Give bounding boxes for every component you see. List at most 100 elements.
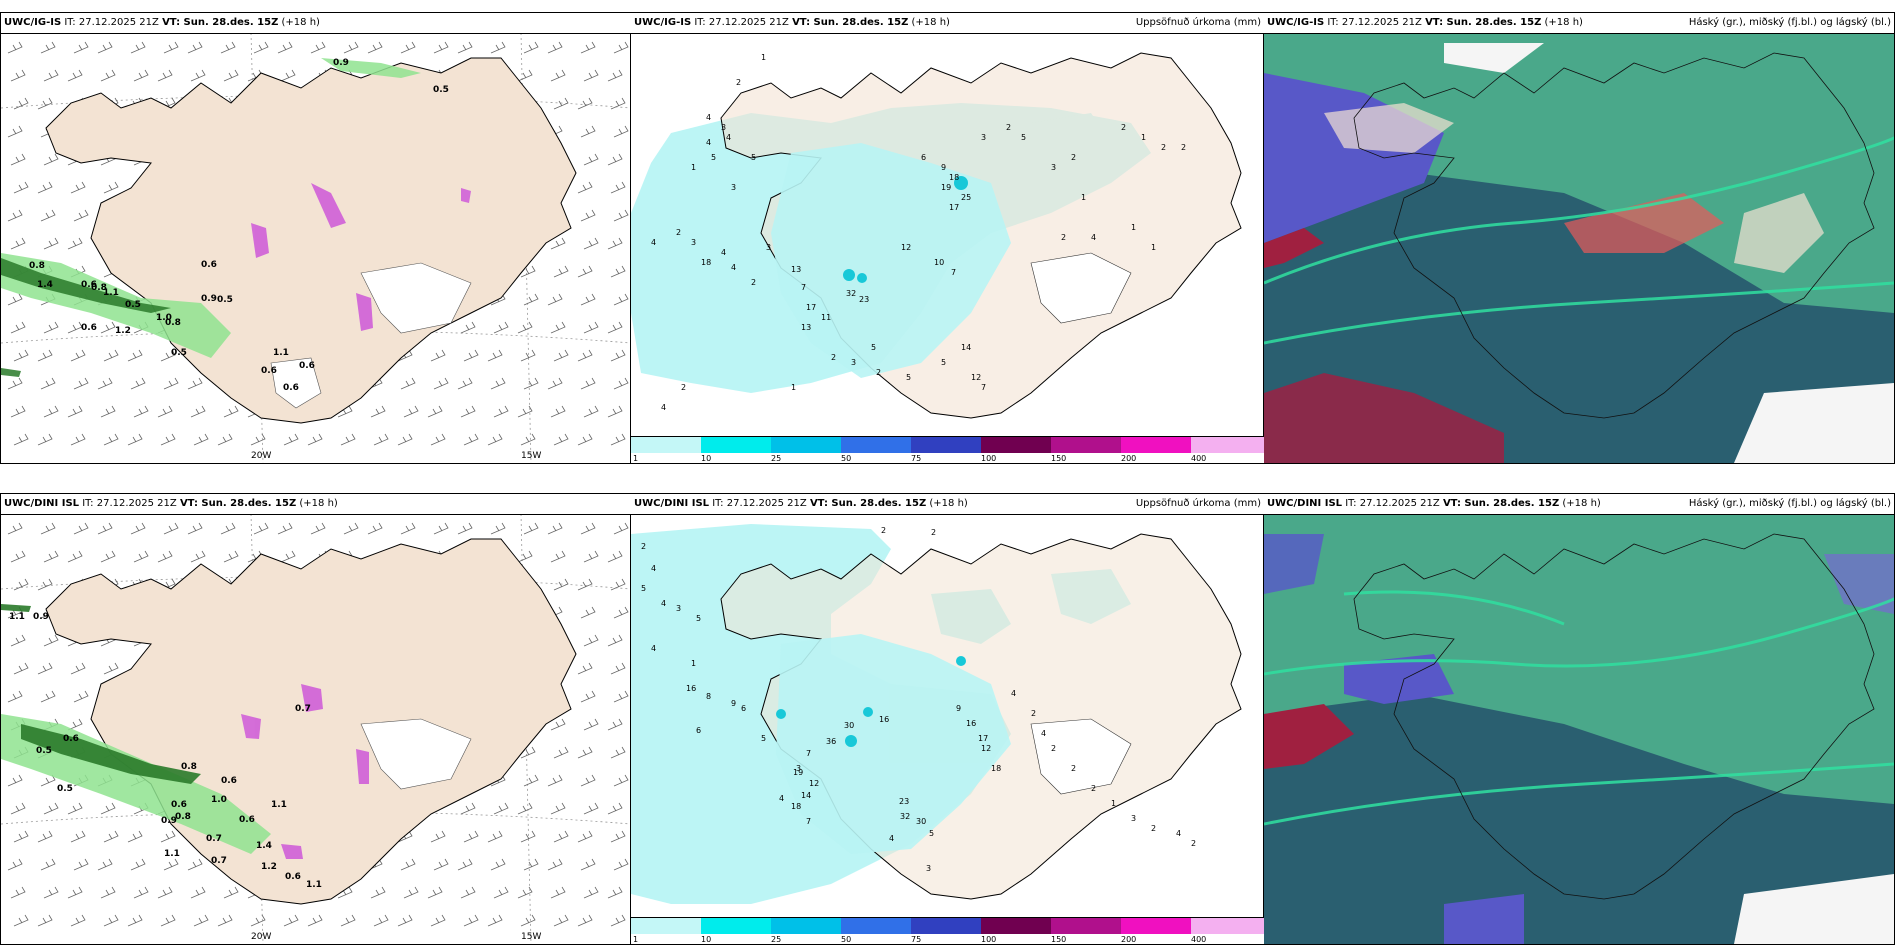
precip-value-label: 1 xyxy=(1081,193,1087,202)
wind-barb xyxy=(580,293,596,306)
wind-barb xyxy=(553,746,569,759)
precip-value-label: 4 xyxy=(779,794,785,803)
colorbar-swatch xyxy=(911,918,982,934)
wind-barb xyxy=(37,349,53,362)
precip-value-label: 4 xyxy=(651,644,657,653)
lon-label: 20W xyxy=(251,451,271,461)
wind-barb xyxy=(190,405,206,418)
wind-barb xyxy=(487,914,503,927)
wind-barb xyxy=(547,41,563,54)
wind-value-label: 0.9 xyxy=(201,294,217,304)
colorbar-tick: 10 xyxy=(701,935,712,944)
precip-value-label: 2 xyxy=(1091,784,1097,793)
wind-barb xyxy=(37,914,53,927)
wind-barb xyxy=(283,433,299,446)
wind-barb xyxy=(43,550,59,563)
wind-barb xyxy=(307,914,323,927)
wind-barb xyxy=(13,181,29,194)
wind-barb xyxy=(10,69,26,82)
wind-value-label: 0.9 xyxy=(33,612,49,622)
wind-barb xyxy=(10,550,26,563)
wind-barb xyxy=(520,914,536,927)
wind-barb xyxy=(310,41,326,54)
wind-barb xyxy=(73,209,89,222)
precip-value-label: 3 xyxy=(691,238,697,247)
wind-barb xyxy=(253,522,269,535)
wind-barb xyxy=(430,349,446,362)
wind-barb xyxy=(250,914,266,927)
precip-value-label: 2 xyxy=(931,528,937,537)
wind-barb xyxy=(460,405,476,418)
wind-barb xyxy=(550,405,566,418)
wind-barb xyxy=(553,433,569,446)
precip-value-label: 13 xyxy=(791,265,802,274)
precip-value-label: 6 xyxy=(741,704,747,713)
wind-barb xyxy=(577,265,593,278)
wind-barb xyxy=(67,69,83,82)
wind-barb xyxy=(73,522,89,535)
wind-barb xyxy=(400,858,416,871)
wind-barb xyxy=(583,321,599,334)
wind-value-label: 1.1 xyxy=(164,849,180,859)
wind-barb xyxy=(580,774,596,787)
wind-barb xyxy=(553,349,569,362)
precip-value-label: 5 xyxy=(641,584,647,593)
wind-value-label: 0.6 xyxy=(239,815,255,825)
precip-colorbar: 1 10 25 50 75 100 150 200 400 xyxy=(631,917,1264,944)
wind-barb xyxy=(577,433,593,446)
precip-value-label: 4 xyxy=(726,133,732,142)
wind-value-label: 0.6 xyxy=(261,366,277,376)
precip-value-label: 25 xyxy=(961,193,972,202)
wind-barb xyxy=(43,802,59,815)
wind-barb xyxy=(10,321,26,334)
wind-barb xyxy=(10,886,26,899)
lead-time: (+18 h) xyxy=(1562,498,1601,509)
precip-value-label: 17 xyxy=(949,203,960,212)
wind-barb xyxy=(433,377,449,390)
precip-value-label: 12 xyxy=(809,779,820,788)
it-value: 27.12.2025 21Z xyxy=(96,498,177,509)
wind-barb xyxy=(67,718,83,731)
wind-barb xyxy=(37,433,53,446)
wind-barb xyxy=(550,321,566,334)
colorbar-swatch xyxy=(1121,437,1192,453)
wind-barb xyxy=(7,774,23,787)
wind-barb xyxy=(103,830,119,843)
wind-barb xyxy=(97,377,113,390)
colorbar-tick: 400 xyxy=(1191,454,1207,463)
vt-label: VT: Sun. 28.des. 15Z xyxy=(792,17,909,28)
wind-barb xyxy=(43,886,59,899)
wind-barb xyxy=(163,858,179,871)
wind-barb xyxy=(130,377,146,390)
vt-label: VT: Sun. 28.des. 15Z xyxy=(179,498,297,509)
wind-value-label: 1.0 xyxy=(211,795,227,805)
wind-barb xyxy=(7,293,23,306)
wind-barb xyxy=(160,830,176,843)
wind-barb xyxy=(7,209,23,222)
precip-value-label: 32 xyxy=(846,289,857,298)
wind-value-label: 0.7 xyxy=(211,856,227,866)
wind-barb xyxy=(457,858,473,871)
wind-barb xyxy=(253,41,269,54)
wind-barb xyxy=(70,662,86,675)
cloud-map-panel-igis: UWC/IG-IS IT: 27.12.2025 21Z VT: Sun. 28… xyxy=(1263,12,1895,464)
wind-barb xyxy=(67,550,83,563)
wind-barb xyxy=(580,522,596,535)
wind-barb xyxy=(73,858,89,871)
colorbar-swatch xyxy=(1191,918,1264,934)
wind-barb xyxy=(433,41,449,54)
wind-barb xyxy=(40,209,56,222)
wind-barb xyxy=(610,746,626,759)
wind-barb xyxy=(610,181,626,194)
wind-barb xyxy=(433,522,449,535)
wind-barb xyxy=(523,858,539,871)
wind-barb xyxy=(13,578,29,591)
colorbar-tick: 50 xyxy=(841,454,852,463)
wind-barb xyxy=(517,321,533,334)
wind-barb xyxy=(490,377,506,390)
wind-barb xyxy=(577,914,593,927)
wind-barb xyxy=(187,41,203,54)
wind-barb xyxy=(133,405,149,418)
wind-barb xyxy=(610,265,626,278)
precip-value-label: 3 xyxy=(766,243,772,252)
